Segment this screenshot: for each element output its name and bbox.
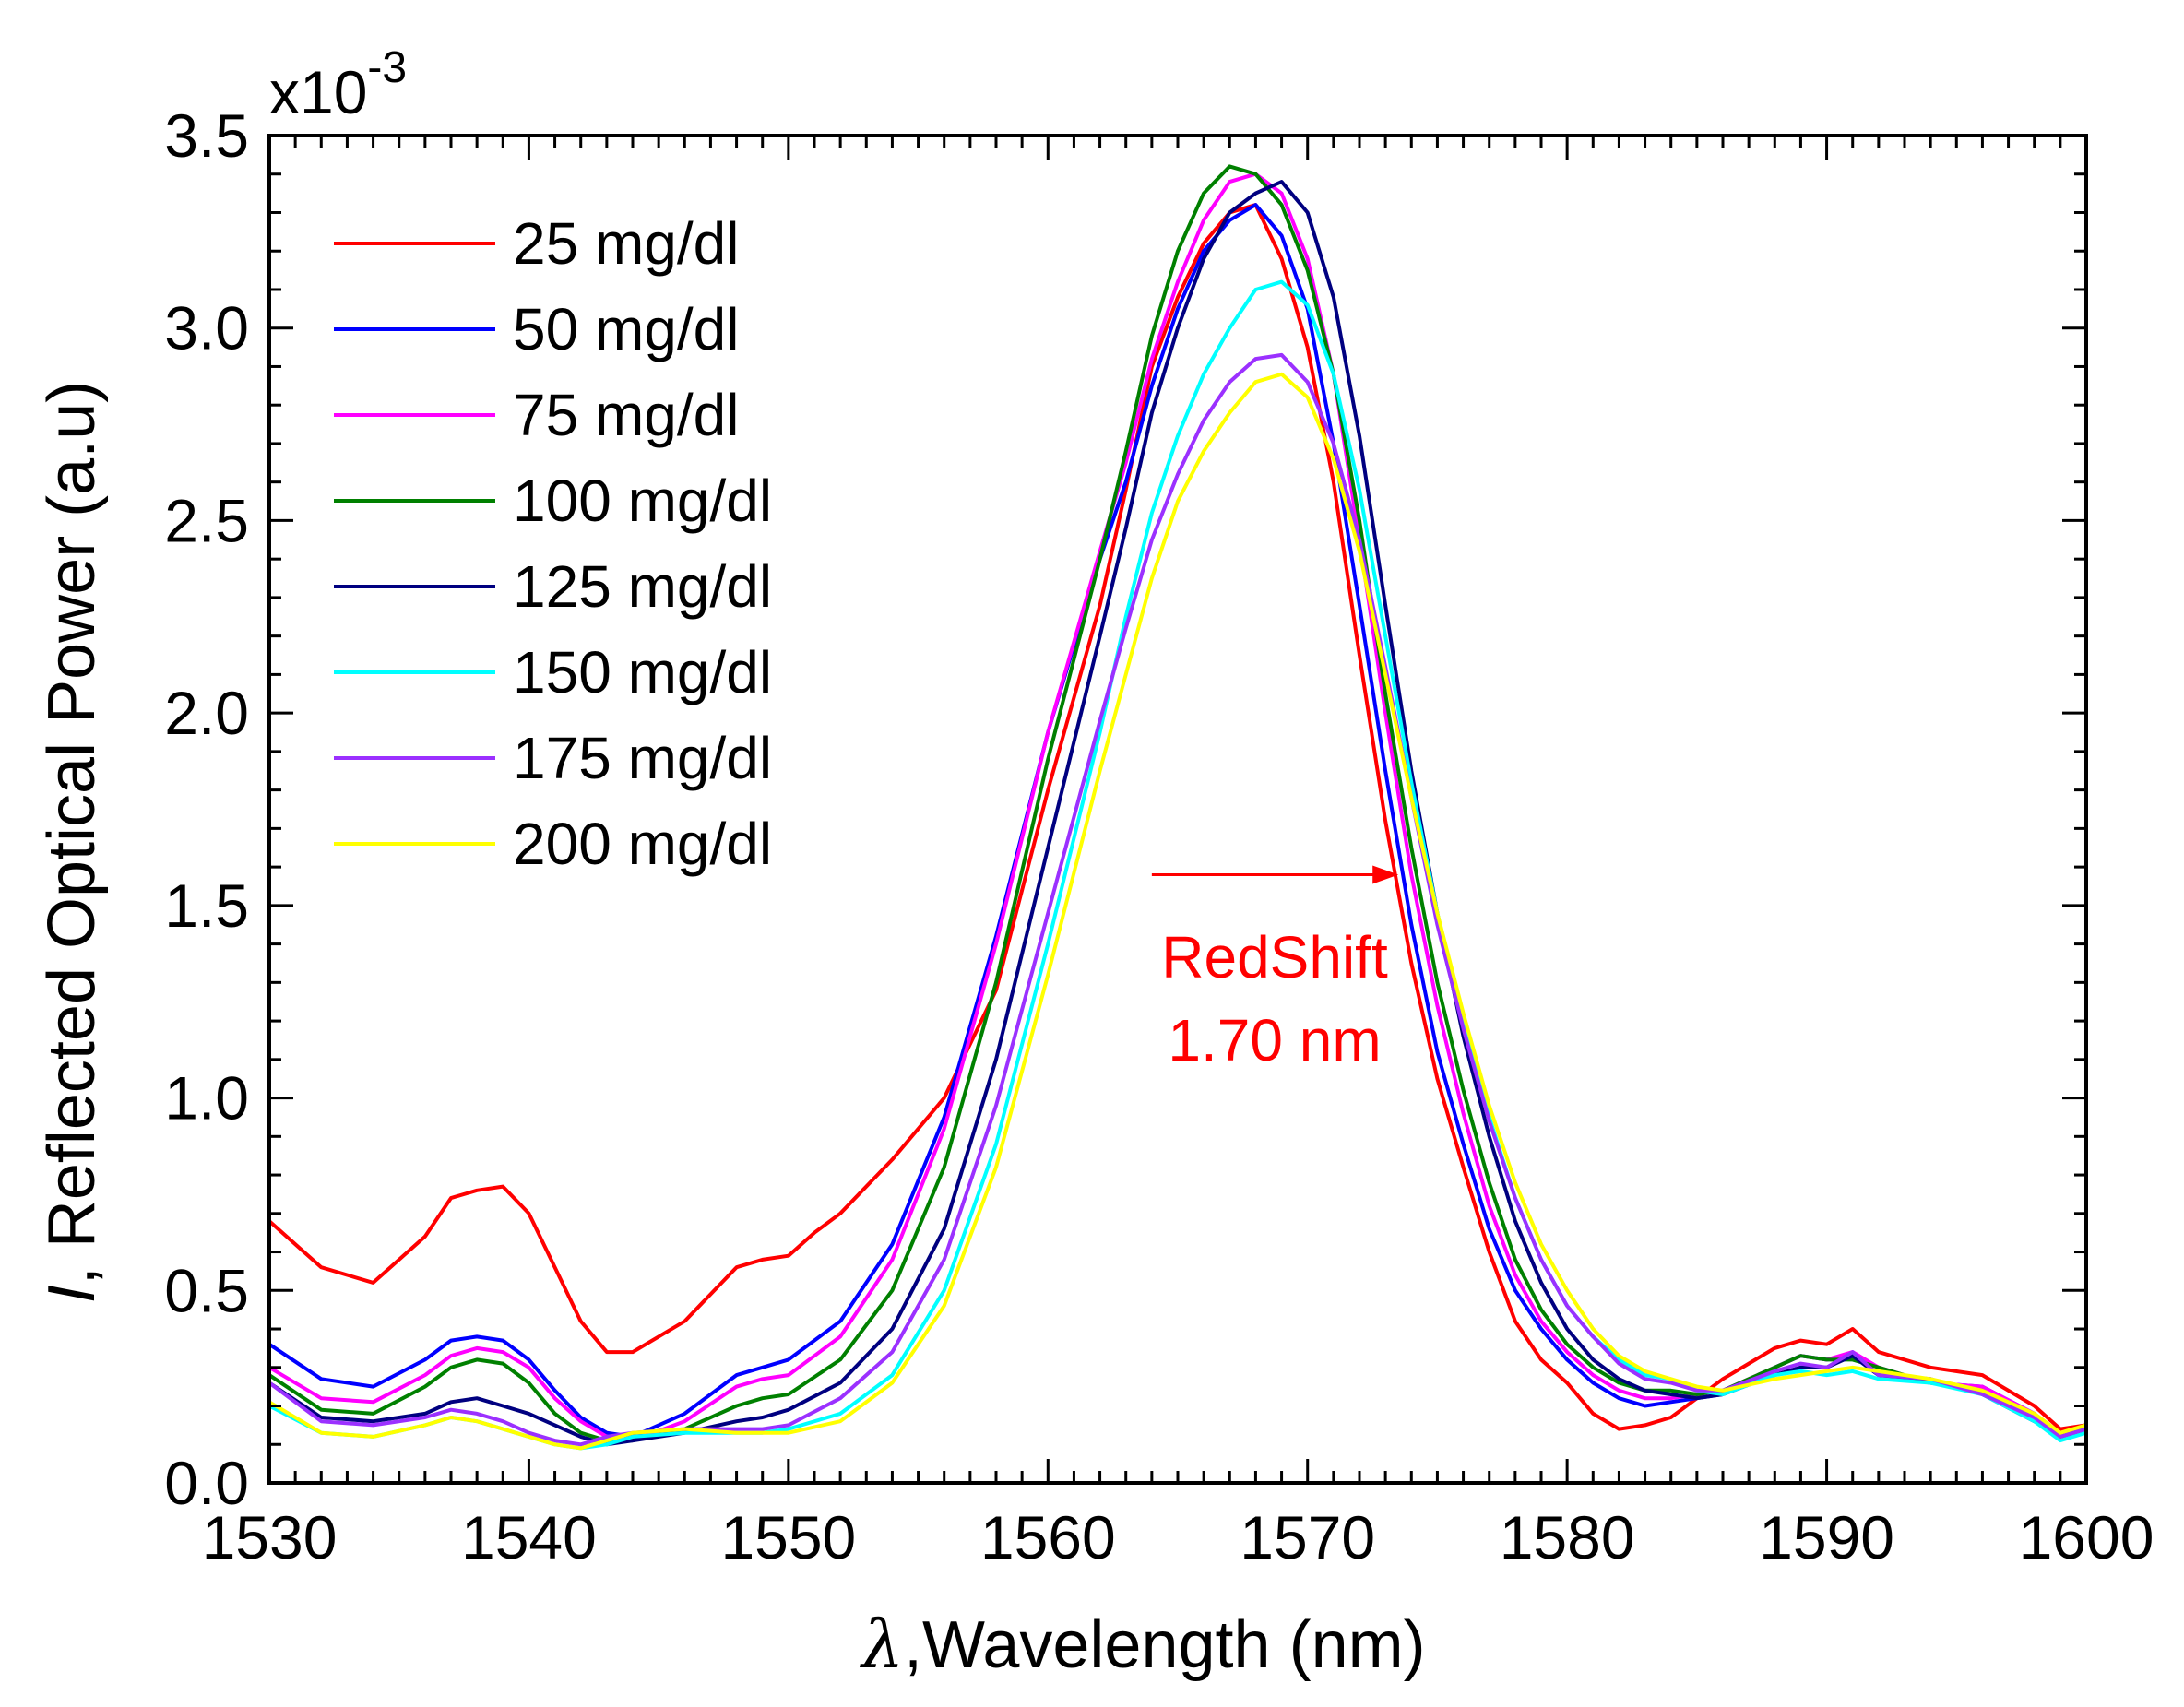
annotation-redshift: RedShift [1161,924,1388,990]
x-tick-label: 1570 [1240,1503,1375,1571]
legend: 25 mg/dl 50 mg/dl 75 mg/dl 100 mg/dl 125 mg/… [334,210,772,877]
legend-label-5: 125 mg/dl [513,553,772,620]
y-tick-label: 3.5 [164,101,249,170]
x-tick-label: 1600 [2019,1503,2154,1571]
y-axis-title-symbol: I [35,1285,109,1303]
y-multiplier-base: x10 [269,58,367,126]
y-tick-label: 0.0 [164,1449,249,1517]
y-axis-title: I, Reflected Optical Power (a.u) [35,381,109,1303]
legend-label-1: 25 mg/dl [513,210,739,277]
y-tick-label: 3.0 [164,294,249,362]
y-multiplier-exponent: -3 [367,43,407,92]
y-tick-label: 2.5 [164,486,249,554]
x-tick-label: 1550 [720,1503,856,1571]
legend-label-6: 150 mg/dl [513,639,772,705]
legend-label-4: 100 mg/dl [513,468,772,534]
y-multiplier: x10-3 [269,43,407,126]
y-tick-label: 1.5 [164,871,249,940]
series-line-7 [267,352,2087,1447]
series-line-8 [267,372,2087,1451]
legend-label-7: 175 mg/dl [513,725,772,791]
x-axis-title-symbol: λ [859,1606,904,1683]
x-tick-label: 1530 [202,1503,338,1571]
x-tick-label: 1560 [980,1503,1116,1571]
series-line-3 [267,172,2087,1443]
labels-layer: 1530 1540 1550 1560 1570 1580 1590 1600 0.0 0.5 1.… [164,101,2154,1571]
legend-label-3: 75 mg/dl [513,382,739,448]
y-tick-label: 1.0 [164,1064,249,1132]
annotation-shift-value: 1.70 nm [1168,1007,1381,1073]
series-layer [267,164,2087,1451]
x-tick-label: 1590 [1759,1503,1894,1571]
ticks-layer [267,134,2088,1485]
x-tick-label: 1580 [1500,1503,1635,1571]
x-tick-label: 1540 [461,1503,597,1571]
legend-label-2: 50 mg/dl [513,296,739,362]
y-tick-label: 0.5 [164,1256,249,1324]
legend-label-8: 200 mg/dl [513,811,772,877]
x-axis-title: λ,Wavelength (nm) [859,1606,1425,1683]
y-tick-label: 2.0 [164,679,249,747]
y-axis-title-text: , Reflected Optical Power (a.u) [35,381,109,1285]
redshift-arrow-head [1372,865,1399,884]
x-axis-title-text: ,Wavelength (nm) [904,1608,1426,1682]
